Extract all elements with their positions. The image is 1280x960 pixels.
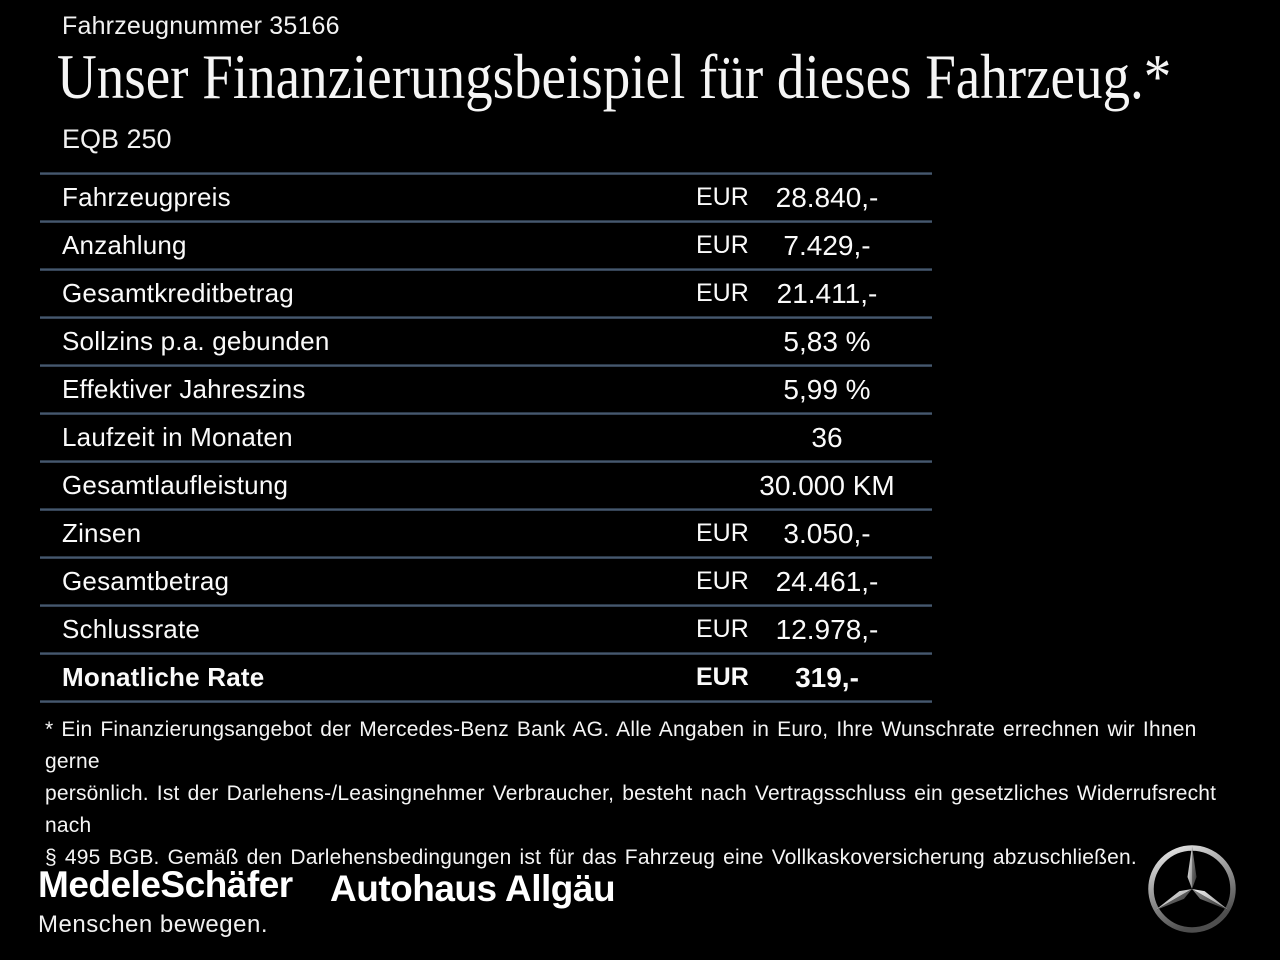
finance-table: Fahrzeugpreis EUR 28.840,- Anzahlung EUR 7.42… xyxy=(40,172,932,703)
vehicle-number: Fahrzeugnummer 35166 xyxy=(62,12,340,40)
row-currency: EUR xyxy=(696,615,749,643)
table-row: Monatliche Rate EUR 319,- xyxy=(40,655,932,700)
page-title: Unser Finanzierungsbeispiel für dieses F… xyxy=(57,41,1172,112)
table-row: Gesamtbetrag EUR 24.461,- xyxy=(40,559,932,604)
row-currency: EUR xyxy=(696,183,749,211)
row-divider xyxy=(40,316,932,319)
row-value: 5,83 % xyxy=(783,325,871,357)
row-divider xyxy=(40,700,932,703)
dealer-tagline: Menschen bewegen. xyxy=(38,911,268,938)
footnote-line: * Ein Finanzierungsangebot der Mercedes-… xyxy=(45,718,1197,773)
row-value: 3.050,- xyxy=(783,517,871,549)
row-currency: EUR xyxy=(696,567,749,595)
table-row: Anzahlung EUR 7.429,- xyxy=(40,223,932,268)
row-label: Effektiver Jahreszins xyxy=(62,374,306,404)
dealer-name-secondary: Autohaus Allgäu xyxy=(330,868,616,909)
footnote: * Ein Finanzierungsangebot der Mercedes-… xyxy=(45,714,1245,874)
row-label: Sollzins p.a. gebunden xyxy=(62,326,330,356)
row-divider xyxy=(40,508,932,511)
table-row: Zinsen EUR 3.050,- xyxy=(40,511,932,556)
row-divider xyxy=(40,412,932,415)
row-label: Anzahlung xyxy=(62,230,187,260)
row-value: 28.840,- xyxy=(775,181,879,213)
row-value: 319,- xyxy=(795,661,859,693)
row-value: 12.978,- xyxy=(775,613,879,645)
row-divider xyxy=(40,604,932,607)
model-name: EQB 250 xyxy=(62,124,172,154)
row-divider xyxy=(40,220,932,223)
row-label: Zinsen xyxy=(62,518,142,548)
row-value: 21.411,- xyxy=(776,277,878,309)
row-label: Laufzeit in Monaten xyxy=(62,422,293,452)
row-value: 36 xyxy=(811,421,843,453)
footnote-line: § 495 BGB. Gemäß den Darlehensbedingunge… xyxy=(45,846,1137,869)
row-value: 24.461,- xyxy=(775,565,879,597)
row-divider xyxy=(40,364,932,367)
row-divider xyxy=(40,268,932,271)
row-currency: EUR xyxy=(696,231,749,259)
table-row: Gesamtkreditbetrag EUR 21.411,- xyxy=(40,271,932,316)
row-currency: EUR xyxy=(696,279,749,307)
row-label: Fahrzeugpreis xyxy=(62,182,231,212)
row-label: Gesamtlaufleistung xyxy=(62,470,289,500)
table-row: Schlussrate EUR 12.978,- xyxy=(40,607,932,652)
table-row: Effektiver Jahreszins 5,99 % xyxy=(40,367,932,412)
row-divider xyxy=(40,172,932,175)
row-label: Schlussrate xyxy=(62,614,201,644)
table-row: Sollzins p.a. gebunden 5,83 % xyxy=(40,319,932,364)
row-divider xyxy=(40,460,932,463)
row-value: 5,99 % xyxy=(783,373,871,405)
row-value: 30.000 KM xyxy=(759,469,895,501)
row-currency: EUR xyxy=(696,663,749,691)
table-row: Laufzeit in Monaten 36 xyxy=(40,415,932,460)
row-label: Monatliche Rate xyxy=(62,662,265,692)
mercedes-star-icon xyxy=(1148,845,1236,933)
row-value: 7.429,- xyxy=(783,229,871,261)
row-divider xyxy=(40,556,932,559)
row-label: Gesamtbetrag xyxy=(62,566,230,596)
table-row: Gesamtlaufleistung 30.000 KM xyxy=(40,463,932,508)
row-currency: EUR xyxy=(696,519,749,547)
footnote-line: persönlich. Ist der Darlehens-/Leasingne… xyxy=(45,782,1217,837)
row-divider xyxy=(40,652,932,655)
table-row: Fahrzeugpreis EUR 28.840,- xyxy=(40,175,932,220)
row-label: Gesamtkreditbetrag xyxy=(62,278,294,308)
dealer-logo: MedeleSchäfer xyxy=(38,864,293,905)
